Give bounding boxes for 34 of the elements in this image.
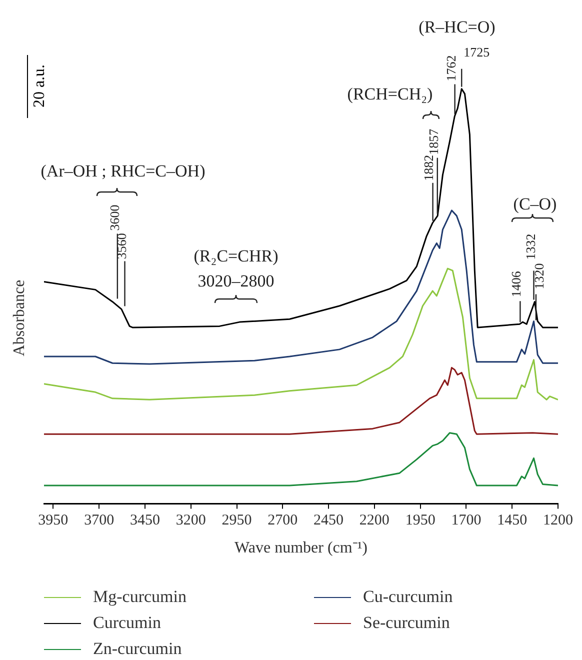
annotation: 3020–2800 <box>198 271 274 290</box>
annotation: 1882 <box>421 154 436 181</box>
x-tick-label: 2950 <box>222 512 252 529</box>
x-axis-title: Wave number (cm⁻¹) <box>234 540 368 557</box>
x-tick-label: 2450 <box>314 512 344 529</box>
annotation: 1857 <box>426 128 441 155</box>
x-tick-label: 3450 <box>130 512 160 529</box>
annotation: 20 a.u. <box>31 64 49 108</box>
legend-label: Mg-curcumin <box>93 587 186 607</box>
annotation: 1725 <box>464 44 490 60</box>
annotation: 1320 <box>531 263 546 290</box>
annotation: 1762 <box>443 55 458 82</box>
x-tick-label: 1450 <box>497 512 528 529</box>
annotation: (C–O) <box>513 194 557 214</box>
legend-label: Curcumin <box>93 613 161 633</box>
x-tick-label: 1200 <box>543 512 573 529</box>
legend-label: Se-curcumin <box>363 613 450 633</box>
annotation: 1332 <box>523 234 538 260</box>
x-tick-label: 3700 <box>84 512 114 529</box>
annotation: (R₂C=CHR) <box>194 246 278 266</box>
x-tick-label: 3950 <box>38 512 68 529</box>
x-tick-label: 1700 <box>451 512 482 529</box>
x-tick-label: 3200 <box>176 512 206 529</box>
x-tick-label: 2700 <box>268 512 298 529</box>
text: (R–HC=O) <box>418 17 496 36</box>
annotation: 3600 <box>106 204 122 231</box>
annotation: (RCH=CH₂) <box>347 84 433 104</box>
y-axis-title: Absorbance <box>11 280 29 356</box>
annotation: 1406 <box>508 270 524 298</box>
x-tick-label: 2200 <box>359 512 390 529</box>
annotation: (Ar–OH ; RHC=C–OH) <box>40 161 206 180</box>
legend-label: Zn-curcumin <box>93 639 182 659</box>
legend-label: Cu-curcumin <box>363 587 453 607</box>
x-tick-label: 1950 <box>405 512 436 529</box>
